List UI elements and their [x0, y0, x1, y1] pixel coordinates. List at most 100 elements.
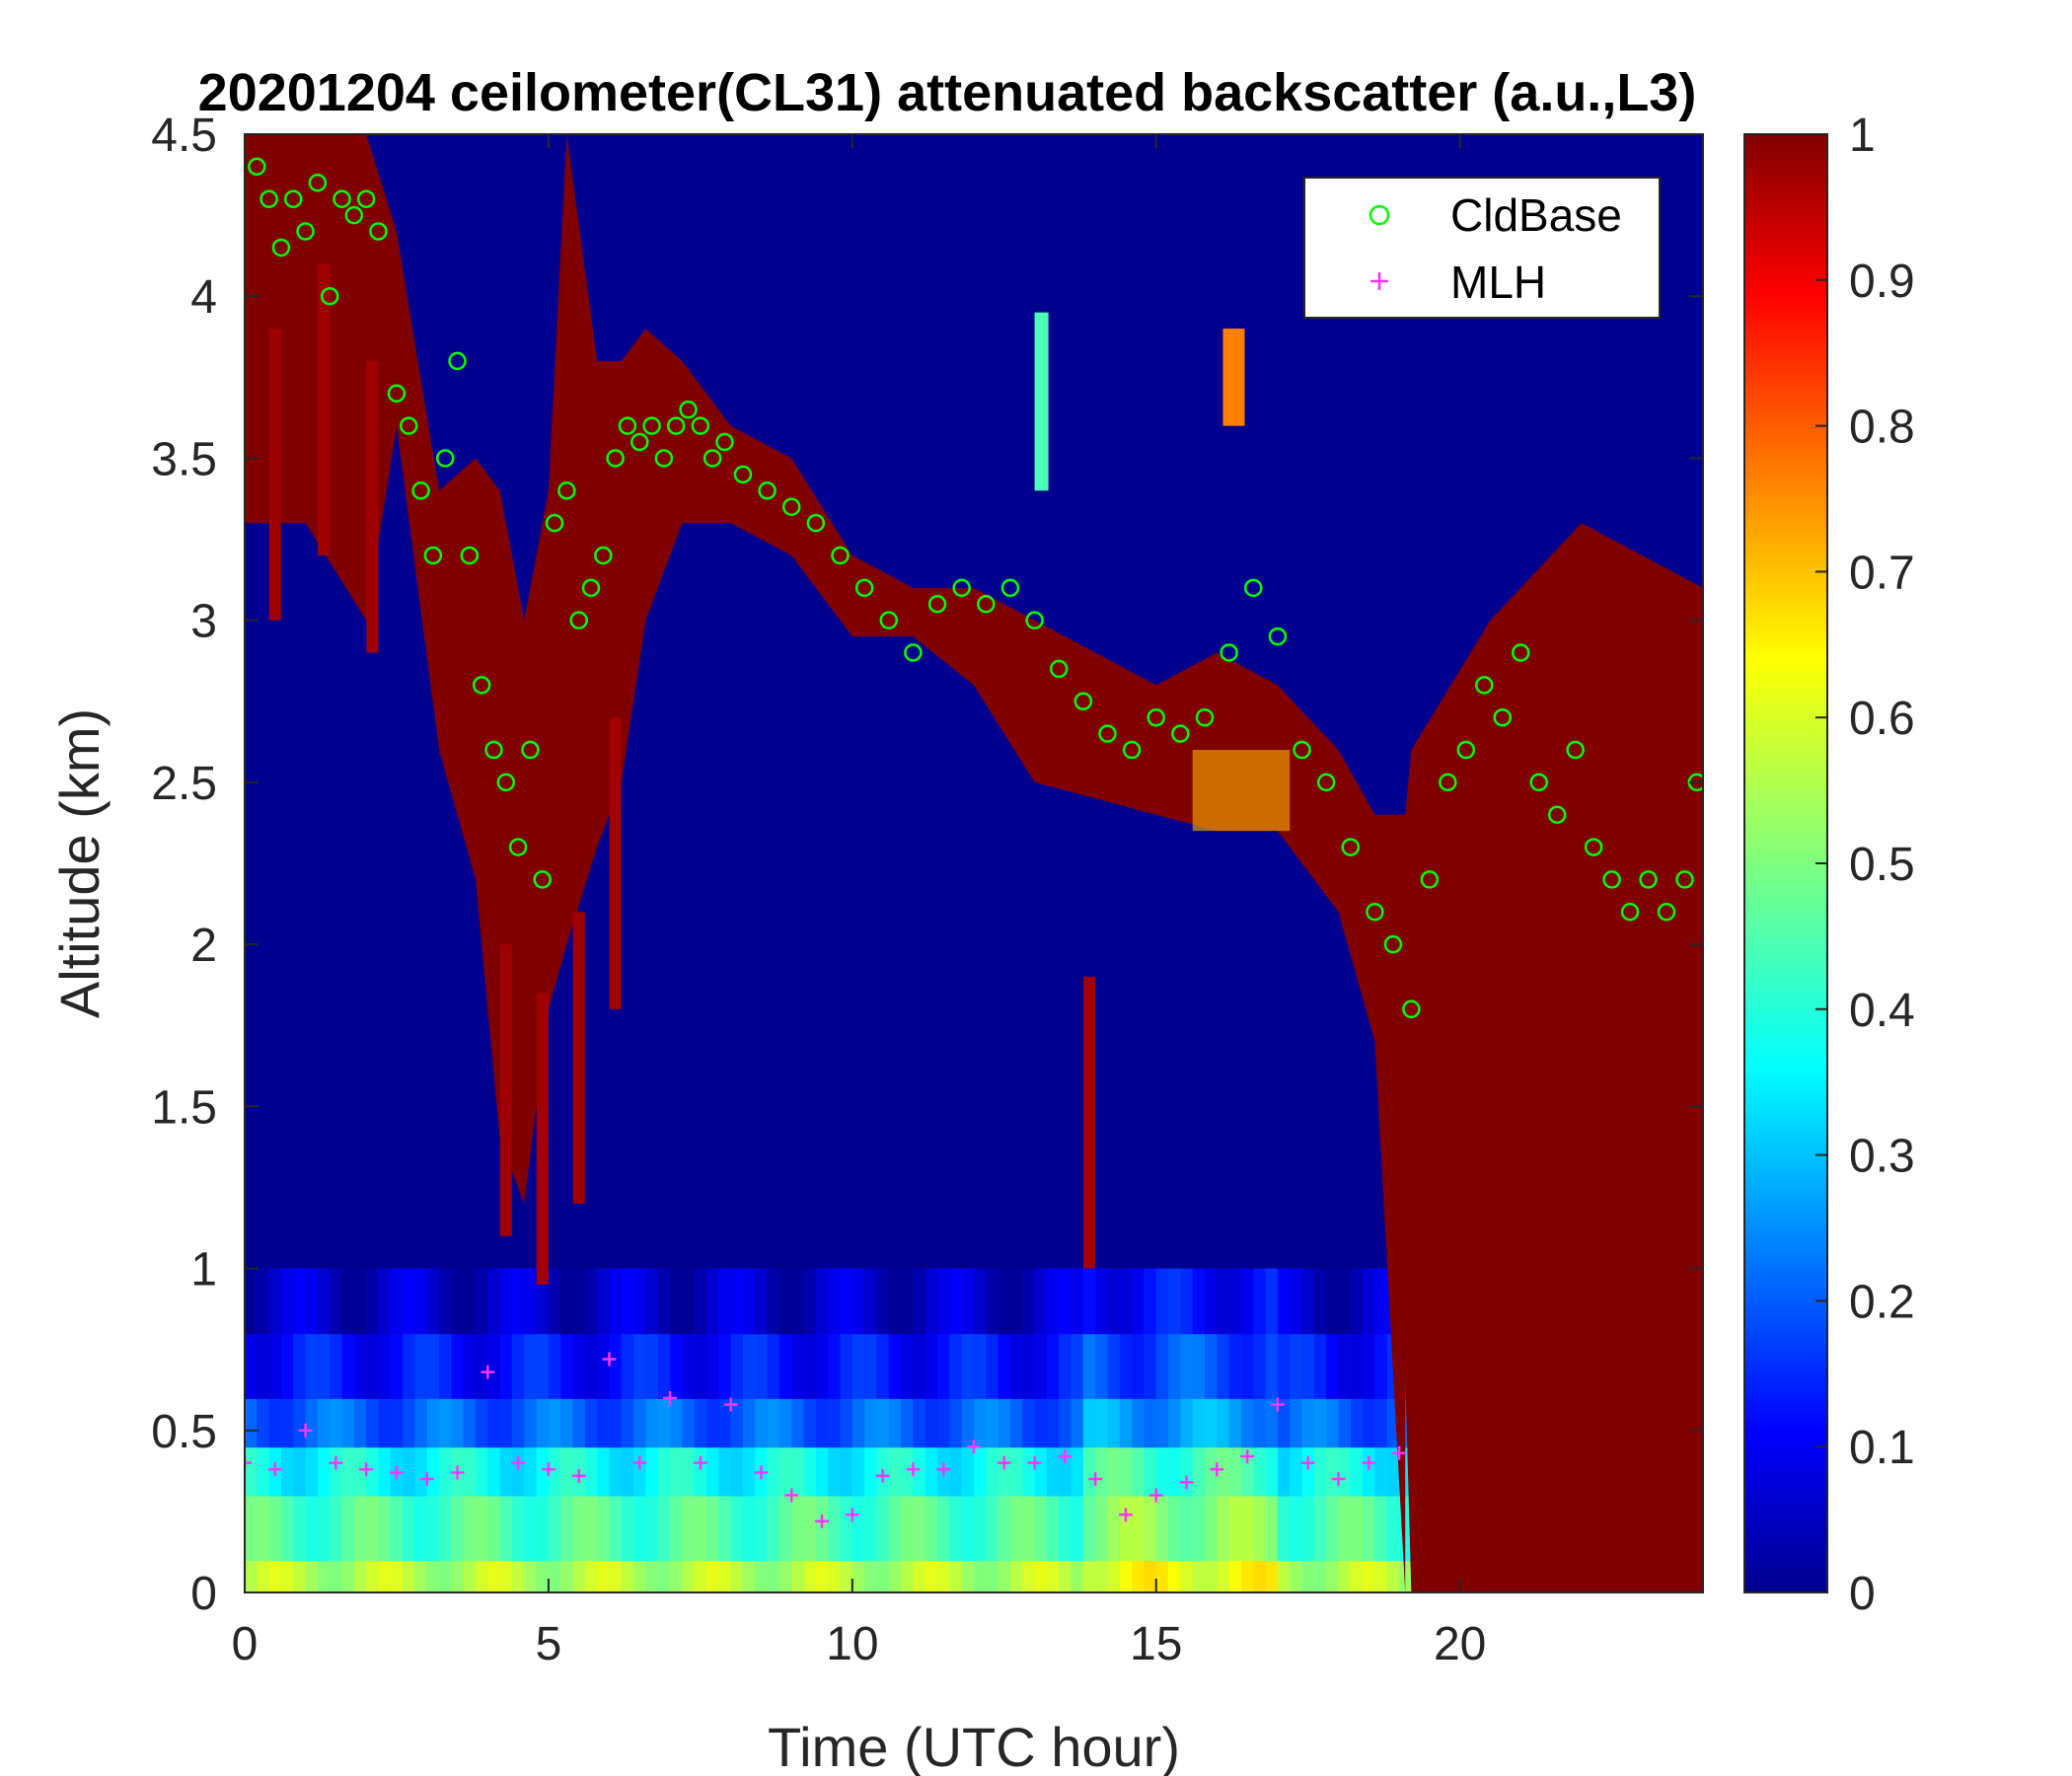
cldbase-point: [977, 594, 996, 614]
heatmap-cell: [828, 1397, 842, 1448]
heatmap-cell: [330, 1268, 343, 1335]
heatmap-cell: [305, 1560, 319, 1592]
heatmap-cell: [961, 1446, 975, 1497]
heatmap-cell: [366, 1495, 380, 1562]
cldbase-point: [1316, 773, 1336, 792]
heatmap-cell: [609, 1333, 623, 1399]
heatmap-cell: [670, 1495, 684, 1562]
heatmap-cell: [293, 1333, 307, 1399]
plot-area: [245, 134, 1703, 1592]
heatmap-cell: [1107, 1333, 1121, 1399]
mlh-point: [845, 1508, 859, 1522]
heatmap-cell: [499, 1495, 513, 1562]
heatmap-cell: [949, 1333, 963, 1399]
heatmap-cell: [645, 1397, 659, 1448]
cloud-layer: [245, 134, 1406, 1592]
heatmap-cell: [1168, 1560, 1182, 1592]
heatmap-cell: [742, 1446, 757, 1497]
heatmap-cell: [1301, 1268, 1315, 1335]
heatmap-cell: [1144, 1268, 1157, 1335]
cldbase-point: [1171, 724, 1190, 743]
heatmap-cell: [268, 1495, 282, 1562]
heatmap-cell: [268, 1397, 282, 1448]
heatmap-cell: [1313, 1446, 1328, 1497]
heatmap-cell: [378, 1560, 392, 1592]
heatmap-cell: [1095, 1495, 1109, 1562]
heatmap-cell: [986, 1495, 999, 1562]
heatmap-cell: [657, 1397, 672, 1448]
heatmap-cell: [937, 1397, 951, 1448]
cldbase-point: [1025, 611, 1044, 629]
heatmap-cell: [487, 1397, 501, 1448]
cldbase-point: [854, 578, 874, 598]
heatmap-cell: [1034, 1495, 1048, 1562]
cldbase-point: [1620, 903, 1640, 922]
cloud-streak: [366, 360, 379, 653]
heatmap-cell: [476, 1333, 489, 1399]
cldbase-point: [344, 205, 364, 225]
heatmap-cell: [245, 1333, 259, 1399]
cldbase-point: [387, 384, 407, 404]
heatmap-cell: [584, 1446, 599, 1497]
heatmap-cell: [864, 1333, 878, 1399]
mlh-point: [875, 1468, 890, 1483]
mlh-point: [511, 1455, 526, 1470]
cldbase-point: [333, 189, 351, 208]
heatmap-cell: [998, 1446, 1011, 1497]
heatmap-cell: [998, 1333, 1011, 1399]
heatmap-cell: [1022, 1446, 1036, 1497]
cldbase-point: [606, 449, 625, 468]
heatmap-cell: [293, 1397, 307, 1448]
heatmap-cell: [1228, 1397, 1242, 1448]
y-axis-label: Altitude (km): [48, 708, 111, 1018]
heatmap-cell: [353, 1268, 368, 1335]
cldbase-point: [1493, 707, 1513, 727]
heatmap-cell: [730, 1446, 744, 1497]
heatmap-cell: [1350, 1560, 1365, 1592]
cldbase-point: [1687, 773, 1703, 792]
heatmap-cell: [451, 1495, 465, 1562]
heatmap-cell: [317, 1268, 332, 1335]
heatmap-cell: [974, 1333, 988, 1399]
heatmap-cell: [487, 1446, 501, 1497]
heatmap-cell: [390, 1495, 405, 1562]
heatmap-cell: [280, 1268, 295, 1335]
heatmap-cell: [1240, 1446, 1255, 1497]
heatmap-cell: [1009, 1268, 1024, 1335]
heatmap-cell: [330, 1333, 343, 1399]
heatmap-cell: [317, 1397, 332, 1448]
cldbase-point: [472, 676, 491, 695]
heatmap-cell: [511, 1560, 526, 1592]
heatmap-cell: [864, 1446, 878, 1497]
heatmap-cell: [840, 1495, 853, 1562]
heatmap-cell: [1301, 1495, 1315, 1562]
heatmap-cell: [730, 1495, 744, 1562]
heatmap-cell: [682, 1333, 696, 1399]
heatmap-cell: [1180, 1333, 1194, 1399]
heatmap-cell: [1265, 1268, 1279, 1335]
cldbase-point: [423, 546, 443, 565]
heatmap-cell: [864, 1268, 878, 1335]
heatmap-cell: [888, 1397, 903, 1448]
mlh-point: [784, 1488, 799, 1503]
heatmap-cell: [572, 1333, 586, 1399]
heatmap-cell: [1301, 1333, 1315, 1399]
heatmap-cell: [767, 1446, 780, 1497]
heatmap-cell: [1228, 1446, 1242, 1497]
heatmap-cell: [1046, 1333, 1061, 1399]
heatmap-cell: [925, 1333, 939, 1399]
heatmap-cell: [426, 1495, 441, 1562]
heatmap-cell: [633, 1333, 647, 1399]
heatmap-cell: [633, 1397, 647, 1448]
heatmap-cell: [803, 1495, 817, 1562]
heatmap-cell: [1240, 1268, 1255, 1335]
cldbase-point: [1584, 838, 1603, 856]
heatmap-cell: [1192, 1397, 1207, 1448]
cldbase-point: [1220, 643, 1238, 662]
heatmap-cell: [548, 1333, 562, 1399]
heatmap-cell: [718, 1495, 732, 1562]
heatmap-cell: [378, 1397, 392, 1448]
y-tick-label: 2: [190, 920, 217, 972]
chart-title: 20201204 ceilometer(CL31) attenuated bac…: [198, 63, 1697, 122]
heatmap-cell: [1205, 1397, 1219, 1448]
